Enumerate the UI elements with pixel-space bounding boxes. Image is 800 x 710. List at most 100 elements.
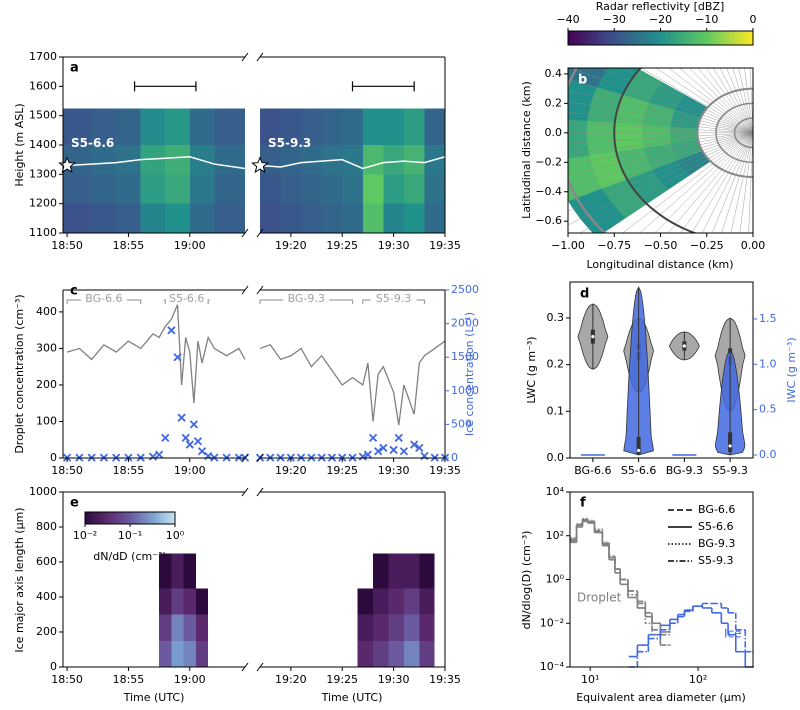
colorbar-swatch	[571, 31, 575, 45]
x-tick-label: 0.00	[741, 239, 766, 252]
size-cell	[419, 553, 435, 589]
colorbar-swatch	[580, 31, 584, 45]
ice-marker	[399, 447, 409, 456]
ice-marker	[394, 433, 403, 442]
radar-cell	[362, 145, 384, 175]
colorbar-swatch	[143, 512, 146, 524]
radial-line	[640, 68, 753, 133]
colorbar-swatch	[592, 31, 597, 45]
y-tick-label: 300	[36, 341, 57, 354]
colorbar-swatch	[675, 31, 680, 45]
x-axis-title: Longitudinal distance (km)	[586, 258, 733, 271]
size-cell	[373, 588, 389, 615]
colorbar-tick-label: −10	[695, 13, 718, 26]
colorbar-swatch	[691, 31, 695, 45]
radial-line	[568, 132, 753, 176]
radar-cell	[383, 174, 404, 204]
radial-line	[721, 132, 753, 233]
colorbar-swatch	[160, 512, 162, 524]
axis-break	[256, 52, 264, 62]
radar-cell	[568, 119, 590, 160]
colorbar-swatch	[657, 31, 661, 45]
colorbar-swatch	[146, 512, 149, 524]
colorbar-swatch	[660, 31, 665, 45]
radar-cell	[321, 174, 343, 204]
colorbar-swatch	[94, 512, 96, 524]
colorbar-swatch	[95, 512, 98, 524]
radar-cell	[260, 108, 281, 145]
radial-line	[713, 68, 753, 133]
y-tick-label: 1700	[29, 50, 57, 63]
colorbar-swatch	[583, 31, 587, 45]
radial-line	[705, 68, 753, 133]
colorbar-tick-label: 10⁻²	[73, 529, 97, 542]
colorbar-swatch	[169, 512, 171, 524]
size-cell	[373, 614, 389, 641]
radar-cell	[214, 174, 245, 204]
colorbar-swatch	[700, 31, 705, 45]
axis-break	[241, 662, 249, 672]
panel-label: a	[70, 61, 79, 76]
radial-line	[689, 68, 753, 133]
radar-cell	[403, 174, 425, 204]
colorbar-swatch	[654, 31, 658, 45]
y-tick-label: 400	[36, 590, 57, 603]
colorbar-swatch	[703, 31, 708, 45]
colorbar-swatch	[731, 31, 735, 45]
y-tick-label: −0.2	[535, 155, 562, 168]
radial-line	[732, 68, 753, 133]
ice-marker	[173, 353, 182, 362]
radar-cell	[280, 108, 302, 145]
y-axis-title: LWC (g m⁻³)	[525, 336, 538, 403]
radar-cell	[214, 108, 245, 145]
radar-cell	[424, 203, 445, 233]
y-tick-label: 800	[36, 520, 57, 533]
y-tick-label: 0	[50, 451, 57, 464]
radial-line	[568, 78, 753, 134]
radar-cell	[383, 145, 404, 175]
y-tick-label: 0.0	[759, 448, 777, 461]
colorbar-swatch	[697, 31, 702, 45]
x-axis-title: Time (UTC)	[321, 691, 383, 704]
radar-cell	[362, 108, 384, 145]
size-cell	[171, 614, 184, 641]
y-tick-label: 0	[451, 451, 458, 464]
colorbar-swatch	[97, 512, 99, 524]
colorbar-swatch	[611, 31, 615, 45]
colorbar-swatch	[155, 512, 158, 524]
colorbar-swatch	[161, 512, 164, 524]
y-axis-title: dN/dlog(D) (cm⁻³)	[520, 531, 533, 630]
violin-median	[728, 444, 732, 448]
y2-axis-title: Ice concentration (L⁻¹)	[463, 312, 476, 436]
y-tick-label: 10⁴	[546, 485, 565, 498]
colorbar-swatch	[170, 512, 173, 524]
colorbar-swatch	[605, 31, 609, 45]
colorbar-swatch	[737, 31, 742, 45]
radar-cell	[116, 108, 141, 145]
radar-cell	[342, 108, 363, 145]
x-tick-label: 19:35	[429, 464, 461, 477]
period-bracket	[163, 299, 210, 304]
flight-label: S5-9.3	[268, 136, 311, 150]
colorbar-swatch	[716, 31, 720, 45]
y-tick-label: 2000	[451, 317, 479, 330]
axis-break	[256, 228, 264, 238]
radial-line	[730, 132, 753, 233]
radar-cell	[116, 174, 141, 204]
radar-cell	[403, 108, 425, 145]
radar-cell	[383, 108, 404, 145]
radial-line	[622, 132, 753, 233]
radial-line	[739, 132, 753, 233]
colorbar-swatch	[685, 31, 689, 45]
colorbar-swatch	[743, 31, 748, 45]
size-cell	[159, 588, 172, 615]
y-tick-label: 10⁻²	[540, 616, 564, 629]
colorbar-swatch	[595, 31, 600, 45]
legend-label: S5-6.6	[698, 520, 733, 533]
colorbar-swatch	[734, 31, 739, 45]
droplet-line	[259, 340, 446, 426]
radar-cell	[63, 174, 92, 204]
y-tick-label: 10²	[546, 529, 564, 542]
ice-marker	[379, 443, 388, 453]
size-cell	[195, 640, 209, 667]
